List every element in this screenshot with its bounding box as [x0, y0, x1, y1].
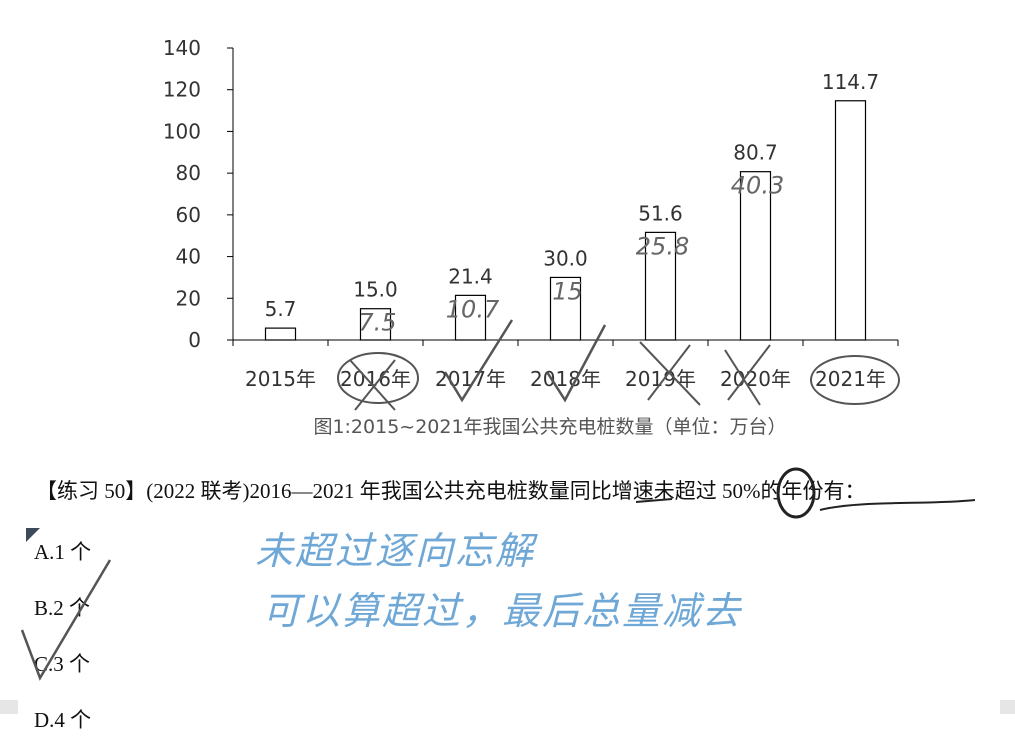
option-c[interactable]: C.3 个 [34, 652, 91, 676]
y-axis: 0 20 40 60 80 100 120 140 [163, 36, 234, 352]
bar-chart: 0 20 40 60 80 100 120 140 5.7 15.0 21.4 30.0 51.6 80… [163, 36, 899, 438]
y-tick-label: 140 [163, 36, 201, 60]
question-text: 【练习 50】(2022 联考)2016—2021 年我国公共充电桩数量同比增速… [36, 479, 866, 503]
data-label: 5.7 [265, 297, 297, 321]
bar [264, 327, 297, 341]
data-label: 51.6 [638, 201, 683, 225]
bar [454, 294, 487, 341]
bar [549, 276, 582, 341]
handwritten-note-1: 未超过逐向忘解 [255, 529, 536, 573]
bar [834, 100, 867, 341]
bar [359, 308, 392, 341]
data-label: 15.0 [353, 278, 398, 302]
y-tick-label: 20 [176, 286, 201, 310]
bar [739, 171, 772, 341]
corner-marker [26, 528, 40, 542]
right-edge-mark [1000, 700, 1015, 714]
x-axis: 2015年 2016年 2017年 2018年 2019年 2020年 2021年 [232, 339, 899, 391]
y-tick-label: 120 [163, 78, 201, 102]
bar [644, 231, 677, 341]
option-d[interactable]: D.4 个 [34, 708, 92, 732]
data-label: 114.7 [822, 70, 879, 94]
y-tick-label: 80 [176, 161, 201, 185]
handwritten-note-2: 可以算超过，最后总量减去 [262, 589, 743, 633]
y-tick-label: 60 [176, 203, 201, 227]
x-tick-label: 2015年 [245, 367, 316, 391]
x-tick-label: 2019年 [625, 367, 696, 391]
bars: 5.7 15.0 21.4 30.0 51.6 80.7 114.7 [264, 70, 879, 341]
y-tick-label: 40 [176, 245, 201, 269]
y-tick-label: 0 [188, 328, 201, 352]
data-label: 80.7 [733, 141, 778, 165]
data-label: 30.0 [543, 246, 588, 270]
y-tick-label: 100 [163, 119, 201, 143]
option-b[interactable]: B.2 个 [34, 596, 91, 620]
x-tick-label: 2017年 [435, 367, 506, 391]
option-a[interactable]: A.1 个 [34, 540, 92, 564]
x-tick-label: 2016年 [340, 367, 411, 391]
chart-title: 图1:2015~2021年我国公共充电桩数量（单位：万台） [313, 416, 786, 438]
left-edge-mark [0, 700, 18, 714]
x-tick-label: 2018年 [530, 367, 601, 391]
x-tick-label: 2020年 [720, 367, 791, 391]
x-tick-label: 2021年 [815, 367, 886, 391]
data-label: 21.4 [448, 264, 493, 288]
